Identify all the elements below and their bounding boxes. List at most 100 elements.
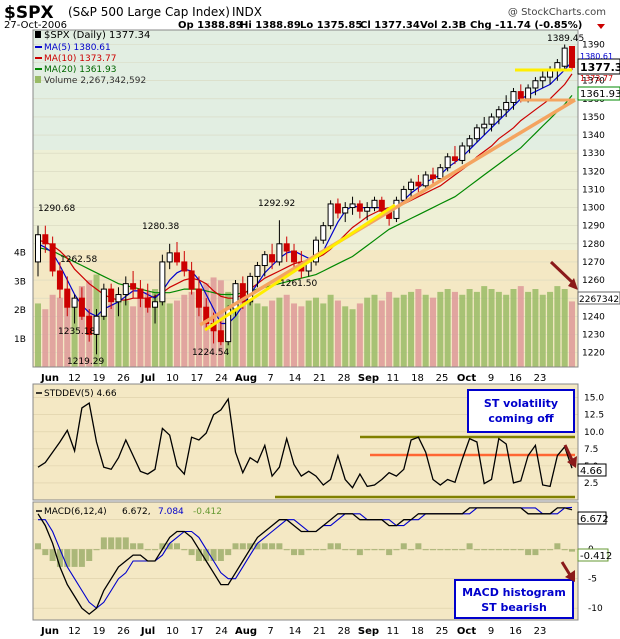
candle-body (408, 181, 415, 190)
stddev-tick-label: 7.5 (584, 445, 598, 455)
candle-body (115, 294, 122, 303)
x-tick-label: 7 (267, 626, 273, 637)
price-tick-label: 1280 (582, 240, 605, 250)
macd-hist-bar (517, 549, 524, 551)
ma5-box: 1380.61 (580, 52, 613, 61)
candle-body (473, 127, 480, 140)
stddev-tick-label: 2.5 (584, 479, 598, 489)
candle-body (364, 207, 371, 212)
macd-x-axis: Jun 12 19 26 Jul 10 17 24 Aug 7 14 21 28 Sep 11 18 25 Oct… (40, 626, 546, 637)
volume-y-axis: 4B 3B 2B 1B (14, 248, 26, 345)
macd-hist-bar (247, 543, 254, 550)
macd-hist-bar (56, 549, 63, 567)
candle-body (466, 138, 473, 147)
volume-bar (195, 289, 202, 367)
annotation-volatility-line1: ST volatility (484, 397, 558, 410)
x-tick-label: 12 (68, 626, 81, 637)
arrow-macd-icon (565, 570, 575, 582)
macd-hist-bar (71, 549, 78, 567)
legend-ma5: MA(5) 1380.61 (44, 43, 111, 53)
volume-bar (42, 309, 49, 367)
macd-hist-bar (554, 543, 561, 550)
legend-macd-line: 6.672, (122, 507, 151, 517)
candle-body (320, 225, 327, 241)
current-price-box: 1377.34 (580, 61, 620, 74)
x-tick-label: 10 (166, 626, 179, 637)
arrow-price-line (549, 260, 574, 284)
price-tick-label: 1350 (582, 113, 605, 123)
volume-bar (569, 301, 575, 367)
macd-hist-bar (42, 549, 49, 556)
ohlc-low: Lo 1375.85 (300, 20, 362, 31)
macd-histogram (35, 537, 575, 567)
volume-bar (269, 300, 276, 367)
volume-bar (364, 297, 371, 367)
x-tick-label: 14 (289, 373, 302, 384)
change-down-icon (597, 24, 605, 29)
macd-hist-bar (400, 543, 407, 550)
arrow-stddev-icon (567, 456, 577, 468)
volume-bar (100, 291, 107, 367)
legend-macd-signal: 7.084 (158, 507, 184, 517)
ohlc-close: Cl 1377.34 (360, 20, 420, 31)
x-tick-label: 26 (117, 626, 130, 637)
candle-body (86, 315, 93, 335)
macd-hist-bar (203, 549, 210, 561)
volume-bar (408, 291, 415, 367)
candle-body (276, 243, 283, 263)
volume-bar (232, 297, 239, 367)
macd-hist-bar (276, 543, 283, 550)
macd-hist-bar (349, 549, 356, 551)
macd-hist-bar (137, 543, 144, 550)
macd-hist-bar (254, 543, 261, 550)
candle-body (327, 203, 334, 227)
macd-hist-value-box: -0.412 (580, 551, 612, 562)
x-tick-label: Aug (235, 373, 257, 384)
price-label-1290: 1290.68 (38, 204, 75, 214)
candle-body (356, 203, 363, 212)
volume-bar (430, 297, 437, 367)
x-tick-label: 12 (68, 373, 81, 384)
candle-body (437, 167, 444, 180)
volume-bar (495, 291, 502, 367)
macd-hist-bar (356, 549, 363, 556)
ohlc-high: Hi 1388.89 (240, 20, 301, 31)
macd-hist-bar (459, 549, 466, 551)
annotation-macd-line2: ST bearish (481, 601, 547, 614)
macd-hist-bar (473, 549, 480, 551)
x-tick-label: 24 (215, 626, 228, 637)
candle-body (195, 288, 202, 308)
macd-tick-label: -5 (588, 575, 597, 585)
candle-body (188, 270, 195, 290)
volume-bar (166, 303, 173, 367)
volume-bar (554, 286, 561, 367)
candle-body (137, 288, 144, 299)
volume-bar (349, 309, 356, 367)
macd-hist-bar (130, 543, 137, 550)
volume-tick-label: 4B (14, 248, 26, 258)
volume-bar (64, 291, 71, 367)
candle-body (334, 203, 341, 214)
volume-bar (254, 303, 261, 367)
macd-hist-bar (305, 549, 312, 551)
macd-hist-bar (269, 543, 276, 550)
x-tick-label: Oct (457, 626, 476, 637)
volume-bar (137, 294, 144, 367)
volume-bar (35, 303, 41, 367)
macd-hist-bar (159, 543, 166, 550)
x-tick-label: 9 (488, 626, 494, 637)
macd-hist-bar (342, 549, 349, 551)
candle-body (130, 283, 137, 290)
macd-hist-bar (532, 549, 539, 556)
x-tick-label: Oct (457, 373, 476, 384)
macd-hist-bar (188, 549, 195, 556)
legend-main: $SPX (Daily) 1377.34 (44, 30, 150, 41)
volume-bar (466, 289, 473, 367)
volume-bar (49, 294, 56, 367)
x-tick-label: 11 (387, 626, 400, 637)
volume-bar (283, 294, 290, 367)
x-tick-label: Jun (40, 626, 59, 637)
macd-hist-bar (334, 543, 341, 550)
volume-bar (305, 300, 312, 367)
